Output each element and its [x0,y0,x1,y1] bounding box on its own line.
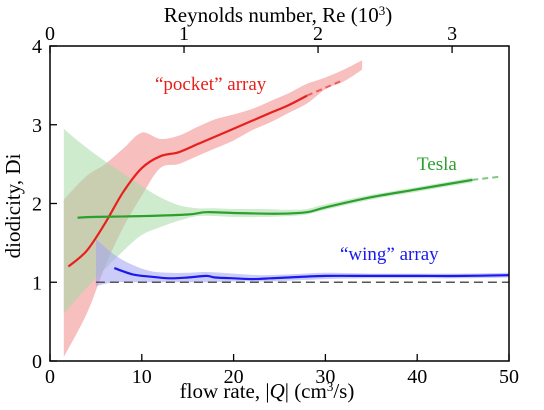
line-wing-array [113,267,510,281]
y-tick-label-1: 1 [32,272,42,294]
x-tick-label-4: 40 [407,366,427,388]
band-pocket-array [63,60,363,358]
top-tick-label-0: 0 [45,23,55,45]
band-tesla [63,128,473,314]
x-tick-label-3: 30 [315,366,335,388]
y-axis-label: diodicity, Di [1,153,25,258]
x-tick-label-2: 20 [224,366,244,388]
top-tick-label-2: 2 [313,23,323,45]
x-axis-label: flow rate, |Q| (cm3/s) [180,379,355,404]
extrapolation-tesla [472,175,500,181]
series-label-tesla: Tesla [417,154,457,175]
y-tick-label-4: 4 [32,36,42,58]
extrapolation-pocket-array [306,78,345,97]
top-tick-label-3: 3 [447,23,457,45]
x-tick-label-0: 0 [45,366,55,388]
series-label-pocket-array: “pocket” array [155,74,267,95]
line-tesla [77,178,473,219]
series-lines [67,78,510,281]
y-tick-label-2: 2 [32,194,42,216]
x-tick-label-5: 50 [499,366,519,388]
y-tick-label-3: 3 [32,115,42,137]
top-tick-label-1: 1 [179,23,189,45]
series-label-wing-array: “wing” array [340,244,439,265]
y-tick-label-0: 0 [32,351,42,373]
uncertainty-bands [63,60,510,358]
band-wing-array [95,238,510,287]
line-pocket-array [67,94,308,268]
top-x-axis-label: Reynolds number, Re (103) [164,3,392,28]
x-tick-label-1: 10 [132,366,152,388]
